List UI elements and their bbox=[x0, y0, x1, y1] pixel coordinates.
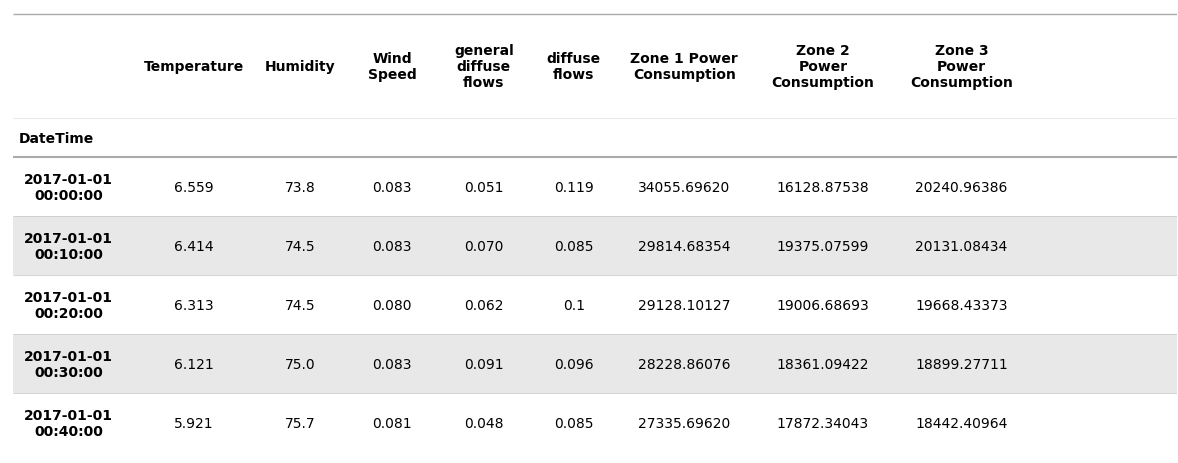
Text: 75.7: 75.7 bbox=[285, 416, 316, 430]
Text: 16128.87538: 16128.87538 bbox=[776, 180, 869, 194]
Text: 75.0: 75.0 bbox=[285, 357, 316, 371]
Text: 0.070: 0.070 bbox=[464, 239, 503, 253]
Text: 2017-01-01
00:40:00: 2017-01-01 00:40:00 bbox=[25, 408, 113, 438]
Text: 2017-01-01
00:20:00: 2017-01-01 00:20:00 bbox=[25, 290, 113, 320]
Text: 5.921: 5.921 bbox=[174, 416, 214, 430]
Text: Temperature: Temperature bbox=[144, 60, 244, 74]
Text: 29814.68354: 29814.68354 bbox=[638, 239, 730, 253]
Text: 6.313: 6.313 bbox=[174, 298, 214, 312]
Text: 0.096: 0.096 bbox=[554, 357, 594, 371]
Text: 19668.43373: 19668.43373 bbox=[915, 298, 1008, 312]
Text: Wind
Speed: Wind Speed bbox=[368, 52, 417, 82]
Text: 19375.07599: 19375.07599 bbox=[776, 239, 869, 253]
Text: 6.414: 6.414 bbox=[174, 239, 214, 253]
Bar bbox=[13, 158, 1177, 217]
Text: 2017-01-01
00:30:00: 2017-01-01 00:30:00 bbox=[25, 349, 113, 379]
Text: 34055.69620: 34055.69620 bbox=[638, 180, 730, 194]
Bar bbox=[13, 119, 1177, 158]
Text: 17872.34043: 17872.34043 bbox=[776, 416, 869, 430]
Text: 2017-01-01
00:00:00: 2017-01-01 00:00:00 bbox=[25, 172, 113, 202]
Text: 2017-01-01
00:10:00: 2017-01-01 00:10:00 bbox=[25, 231, 113, 261]
Text: 19006.68693: 19006.68693 bbox=[776, 298, 869, 312]
Text: 29128.10127: 29128.10127 bbox=[638, 298, 730, 312]
Text: 0.083: 0.083 bbox=[372, 357, 412, 371]
Text: 0.062: 0.062 bbox=[464, 298, 503, 312]
Text: 0.080: 0.080 bbox=[372, 298, 412, 312]
Bar bbox=[13, 335, 1177, 394]
Text: 0.083: 0.083 bbox=[372, 180, 412, 194]
Text: 73.8: 73.8 bbox=[285, 180, 316, 194]
Text: 18361.09422: 18361.09422 bbox=[776, 357, 869, 371]
Text: 18899.27711: 18899.27711 bbox=[915, 357, 1008, 371]
Text: 27335.69620: 27335.69620 bbox=[638, 416, 730, 430]
Text: 6.559: 6.559 bbox=[174, 180, 214, 194]
Bar bbox=[13, 275, 1177, 335]
Text: 0.091: 0.091 bbox=[464, 357, 504, 371]
Text: 0.081: 0.081 bbox=[372, 416, 412, 430]
Text: Zone 1 Power
Consumption: Zone 1 Power Consumption bbox=[630, 52, 739, 82]
Text: diffuse
flows: diffuse flows bbox=[547, 52, 601, 82]
Text: 20240.96386: 20240.96386 bbox=[915, 180, 1007, 194]
Text: Zone 3
Power
Consumption: Zone 3 Power Consumption bbox=[911, 44, 1013, 90]
Text: 0.119: 0.119 bbox=[554, 180, 594, 194]
Text: 74.5: 74.5 bbox=[285, 239, 316, 253]
Text: 0.048: 0.048 bbox=[464, 416, 503, 430]
Text: 20131.08434: 20131.08434 bbox=[915, 239, 1007, 253]
Text: Humidity: Humidity bbox=[265, 60, 336, 74]
Text: DateTime: DateTime bbox=[19, 131, 94, 145]
Bar bbox=[13, 217, 1177, 275]
Bar bbox=[13, 394, 1177, 452]
Text: Zone 2
Power
Consumption: Zone 2 Power Consumption bbox=[772, 44, 874, 90]
Text: 6.121: 6.121 bbox=[174, 357, 214, 371]
Text: general
diffuse
flows: general diffuse flows bbox=[454, 44, 514, 90]
Bar bbox=[13, 15, 1177, 119]
Text: 28228.86076: 28228.86076 bbox=[638, 357, 730, 371]
Text: 0.051: 0.051 bbox=[464, 180, 503, 194]
Text: 74.5: 74.5 bbox=[285, 298, 316, 312]
Text: 0.1: 0.1 bbox=[563, 298, 584, 312]
Text: 0.085: 0.085 bbox=[554, 416, 594, 430]
Text: 0.085: 0.085 bbox=[554, 239, 594, 253]
Text: 0.083: 0.083 bbox=[372, 239, 412, 253]
Text: 18442.40964: 18442.40964 bbox=[915, 416, 1007, 430]
